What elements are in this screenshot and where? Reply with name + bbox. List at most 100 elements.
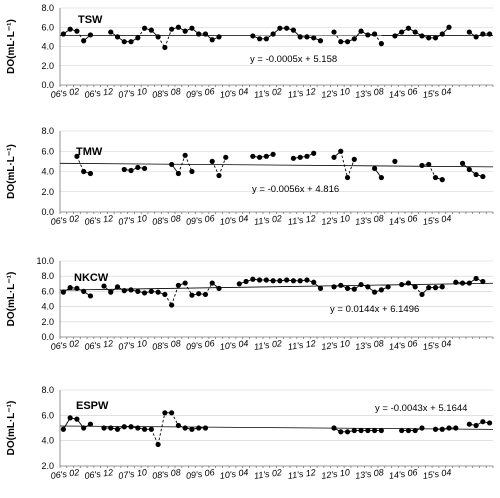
data-point [108, 425, 114, 431]
x-tick-label: 07's 10 [118, 467, 148, 481]
x-tick-label: 15's 04 [422, 467, 452, 481]
x-tick-label: 06's 12 [84, 213, 114, 227]
x-tick-label: 06's 12 [84, 467, 114, 481]
data-point [372, 31, 378, 37]
data-point [182, 28, 188, 34]
data-point [304, 34, 310, 40]
data-point [344, 285, 351, 291]
data-point [243, 278, 249, 285]
data-point [473, 171, 479, 178]
data-point [378, 41, 384, 47]
data-point [101, 283, 107, 289]
data-point [426, 35, 432, 41]
data-point [439, 31, 445, 37]
data-point [466, 421, 472, 427]
x-tick-label: 12's 10 [321, 86, 351, 100]
y-tick-label: 2.0 [41, 461, 54, 471]
y-tick-label: 2.0 [41, 317, 54, 327]
data-point [331, 284, 337, 290]
data-point [128, 424, 134, 430]
panel-tmw: 0.0 2.0 4.0 6.0 8.0 06's 02 06's 12 07's 10 08's… [6, 126, 494, 227]
data-point [67, 415, 73, 421]
data-point [344, 39, 351, 45]
data-point [87, 293, 94, 299]
x-tick-label: 11's 02 [253, 213, 282, 227]
data-point [487, 31, 493, 37]
y-tick-label: 8.0 [41, 126, 54, 136]
series-line [171, 285, 179, 306]
data-point [412, 29, 418, 35]
data-point [439, 177, 445, 183]
x-tick-label: 14's 06 [388, 86, 418, 100]
trend-equation: y = -0.0043x + 5.1644 [375, 403, 467, 414]
x-tick-label: 08's 08 [152, 467, 182, 481]
data-point [466, 166, 472, 173]
trend-equation: y = -0.0005x + 5.158 [250, 54, 337, 65]
data-point [74, 153, 80, 159]
y-tick-label: 4.0 [41, 302, 54, 312]
data-point [121, 166, 127, 173]
data-point [378, 174, 384, 181]
x-tick-label: 07's 10 [118, 86, 148, 100]
data-point [344, 174, 351, 181]
y-tick-label: 6.0 [41, 410, 54, 420]
data-point [196, 31, 202, 37]
y-axis-label: DO(mL·L⁻¹) [6, 272, 17, 327]
data-point [365, 427, 371, 434]
data-point [209, 280, 215, 286]
data-point [128, 167, 134, 174]
data-point [351, 427, 357, 434]
data-point [270, 278, 276, 284]
data-point [284, 25, 290, 31]
x-tick-label: 14's 06 [388, 338, 418, 352]
data-point [135, 164, 141, 171]
y-tick-label: 10.0 [36, 256, 54, 266]
data-point [189, 168, 195, 175]
x-tick-label: 10's 04 [219, 213, 249, 227]
data-point [412, 427, 418, 434]
data-point [270, 31, 276, 37]
data-point [338, 429, 344, 435]
data-point [338, 39, 344, 45]
data-point [372, 165, 378, 172]
y-tick-label: 0.0 [41, 207, 54, 217]
series-line [218, 157, 227, 176]
x-tick-label: 11's 12 [287, 338, 316, 352]
data-point [459, 160, 466, 166]
data-point [121, 288, 127, 294]
y-tick-label: 8.0 [41, 3, 54, 13]
data-point [175, 422, 181, 429]
y-tick-label: 4.0 [41, 436, 54, 446]
data-point [439, 426, 445, 432]
data-point [426, 285, 432, 291]
x-tick-label: 11's 02 [253, 338, 282, 352]
data-point [141, 165, 148, 172]
x-tick-label: 14's 06 [388, 213, 418, 227]
data-point [256, 154, 263, 160]
data-point [209, 158, 215, 164]
data-point [284, 277, 290, 283]
data-point [223, 154, 229, 160]
data-point [135, 288, 141, 294]
x-tick-label: 09's 06 [185, 213, 215, 227]
data-point [169, 161, 175, 168]
data-point [297, 278, 303, 284]
data-point [432, 426, 439, 432]
x-tick-label: 11's 02 [253, 86, 282, 100]
x-tick-label: 06's 02 [50, 213, 80, 227]
data-point [182, 280, 188, 286]
data-point [74, 285, 80, 291]
data-point [74, 416, 80, 422]
data-point [121, 424, 127, 430]
data-point [114, 284, 121, 290]
panel-title: ESPW [76, 400, 109, 412]
y-tick-label: 6.0 [41, 22, 54, 32]
data-point [67, 285, 73, 291]
x-tick-label: 07's 10 [118, 338, 148, 352]
series-line [340, 151, 348, 178]
data-point [432, 285, 439, 291]
data-point [297, 154, 303, 160]
data-point [141, 25, 148, 31]
trend-equation: y = 0.0144x + 6.1496 [330, 304, 419, 315]
data-point [290, 27, 297, 33]
